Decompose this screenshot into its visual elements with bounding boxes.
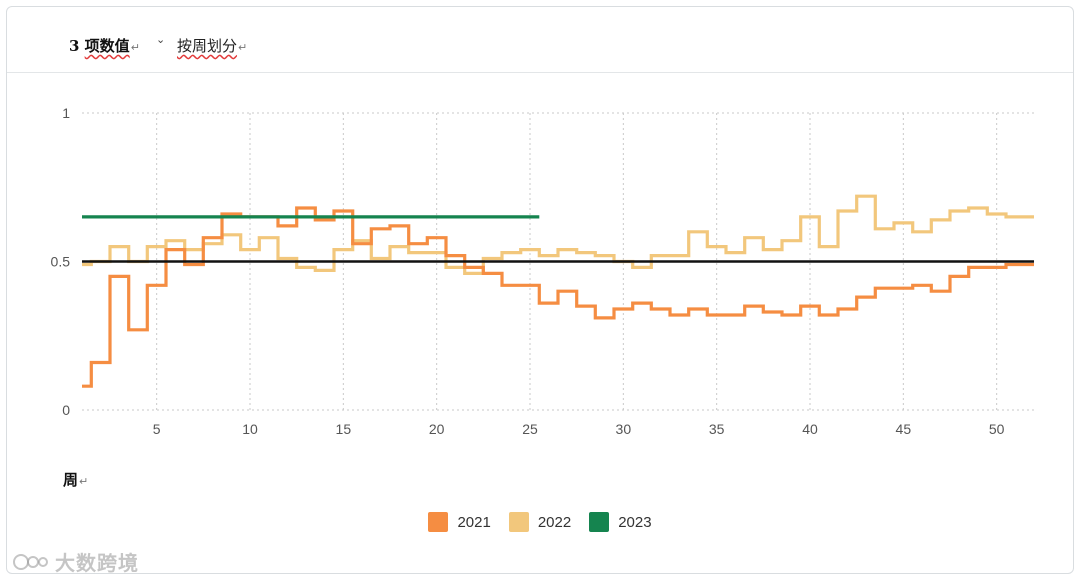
legend-label-2021: 2021 xyxy=(457,513,491,531)
x-tick-label: 50 xyxy=(989,421,1005,437)
legend-label-2023: 2023 xyxy=(618,513,652,531)
paragraph-mark-icon: ↵ xyxy=(130,41,140,54)
legend-swatch-2021 xyxy=(428,512,449,532)
legend-swatch-2023 xyxy=(589,512,610,532)
chart-subtitle: 按周划分↵ xyxy=(177,35,247,56)
x-tick-label: 25 xyxy=(522,421,538,437)
legend-item-2022[interactable]: 2022 xyxy=(508,512,572,532)
x-tick-label: 45 xyxy=(896,421,912,437)
x-axis-title-text: 周 xyxy=(63,471,79,489)
x-axis-title: 周↵ xyxy=(63,469,88,490)
chart-legend: 2021 2022 2023 xyxy=(7,512,1073,532)
chart-title: 3 项数值↵ xyxy=(69,35,140,56)
legend-swatch-2022 xyxy=(508,512,529,532)
chart-card: 3 项数值↵ ⌄ 按周划分↵ 0 0.5 1 5 10 15 20 25 30 35 40 45 50 … xyxy=(6,6,1074,574)
legend-item-2023[interactable]: 2023 xyxy=(589,512,652,532)
chart-header: 3 项数值↵ ⌄ 按周划分↵ xyxy=(7,7,1073,73)
x-tick-label: 15 xyxy=(336,421,352,437)
x-tick-label: 40 xyxy=(802,421,818,437)
step-line-chart: 00.515 10 15 20 25 30 35 40 45 50 xyxy=(51,105,1034,437)
watermark-text: 大数跨境 xyxy=(55,551,139,574)
x-tick-label: 10 xyxy=(242,421,258,437)
watermark-logo-icon xyxy=(13,553,48,570)
chevron-down-icon[interactable]: ⌄ xyxy=(156,33,166,46)
y-tick-label: 0 xyxy=(62,402,70,418)
y-tick-label: 0.5 xyxy=(51,254,71,270)
paragraph-mark-icon: ↵ xyxy=(238,41,248,54)
y-tick-label: 1 xyxy=(62,105,70,121)
x-tick-label: 20 xyxy=(429,421,445,437)
x-tick-label: 5 xyxy=(153,421,161,437)
series-line-2022 xyxy=(82,194,1034,275)
subtitle-text: 按周划分 xyxy=(177,37,238,55)
legend-item-2021[interactable]: 2021 xyxy=(428,512,491,532)
title-number: 3 xyxy=(69,37,80,55)
x-tick-label: 30 xyxy=(616,421,632,437)
watermark: 大数跨境 xyxy=(11,547,139,574)
title-word: 项数值 xyxy=(84,37,130,55)
x-tick-label: 35 xyxy=(709,421,725,437)
series-line-2021 xyxy=(82,206,1034,388)
legend-label-2022: 2022 xyxy=(537,513,572,531)
paragraph-mark-icon: ↵ xyxy=(79,475,89,488)
